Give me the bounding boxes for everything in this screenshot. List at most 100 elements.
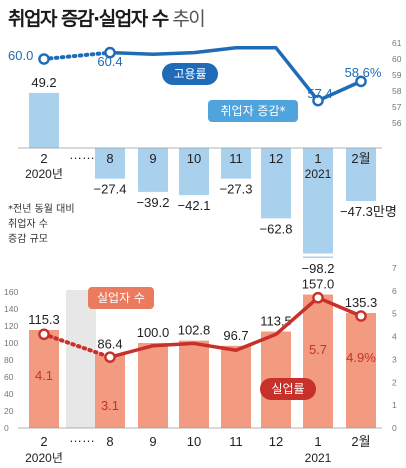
unemployed-value-0: 115.3 xyxy=(28,312,60,327)
employment-rate-value-0: 60.0 xyxy=(8,48,33,63)
employment-rate-tick-58: 58 xyxy=(392,86,402,96)
employment-rate-tick-60: 60 xyxy=(392,54,402,64)
unemployed-value-7: 157.0 xyxy=(302,277,335,292)
unemployment-rate-tick-4: 4 xyxy=(392,332,397,342)
unemployment-rate-tick-3: 3 xyxy=(392,354,397,364)
employed-change-bar-2 xyxy=(29,92,59,148)
employed-change-bar-9 xyxy=(138,148,168,192)
employed-change-legend-box xyxy=(208,100,298,122)
footnote-line-2: 증감 규모 xyxy=(8,233,48,245)
employed-change-value-5: −27.3 xyxy=(220,182,253,197)
unemployed-tick-160: 160 xyxy=(4,287,18,297)
unemployed-legend-label: 실업자 수 xyxy=(97,291,145,305)
unemployed-value-8: 135.3 xyxy=(345,295,378,310)
unemployment-rate-point-7 xyxy=(312,291,324,304)
bottom-x-label-2: 8 xyxy=(106,434,113,449)
bottom-x-label-8: 2월 xyxy=(351,434,370,449)
bottom-x-label-6: 12 xyxy=(269,434,283,449)
unemployment-rate-tick-2: 2 xyxy=(392,377,397,387)
bottom-gap-marker: …… xyxy=(69,430,95,445)
employment-rate-point-2 xyxy=(104,46,116,59)
employment-rate-tick-56: 56 xyxy=(392,118,402,128)
top-x-label-5: 11 xyxy=(229,151,243,166)
bottom-x-label-7: 1 xyxy=(314,434,321,449)
unemployment-rate-value-7: 5.7 xyxy=(309,342,327,357)
unemployed-tick-60: 60 xyxy=(4,372,14,382)
unemployment-rate-tick-6: 6 xyxy=(392,286,397,296)
top-x-label-4: 10 xyxy=(187,151,201,166)
page-title: 취업자 증감·실업자 수 추이 xyxy=(8,4,206,31)
unemployed-tick-80: 80 xyxy=(4,355,14,365)
bottom-x-label-4: 10 xyxy=(187,434,201,449)
top-x-label-6: 12 xyxy=(269,151,283,166)
unemployed-value-5: 96.7 xyxy=(223,328,248,343)
employment-rate-value-2: 60.4 xyxy=(97,54,122,69)
unemployed-bar-1 xyxy=(303,294,333,428)
employed-change-value-4: −42.1 xyxy=(178,198,211,213)
unemployment-rate-value-8: 4.9% xyxy=(346,350,376,365)
employment-rate-value-7: 57.4 xyxy=(307,86,332,101)
top-gap-marker: …… xyxy=(69,147,95,162)
unemployed-bar-8 xyxy=(95,354,125,428)
employed-change-bar-2월 xyxy=(346,148,376,201)
unemployment-rate-gap-line xyxy=(42,332,112,360)
unemployment-rate-point-0 xyxy=(38,328,50,341)
unemployed-bar-2월 xyxy=(346,312,376,428)
unemployed-tick-120: 120 xyxy=(4,321,18,331)
unemployment-rate-value-0: 4.1 xyxy=(35,368,53,383)
employment-rate-tick-57: 57 xyxy=(392,102,402,112)
unemployed-tick-40: 40 xyxy=(4,389,14,399)
unemployment-rate-tick-0: 0 xyxy=(392,423,397,433)
employed-change-bar-10 xyxy=(179,148,209,196)
employed-change-bar-12 xyxy=(261,148,291,219)
employment-rate-legend-pill xyxy=(162,63,218,85)
employment-rate-point-0 xyxy=(38,53,50,65)
footnote-line-1: 취업자 수 xyxy=(8,217,48,230)
top-x-label-2: 8 xyxy=(106,151,113,166)
unemployment-rate-tick-5: 5 xyxy=(392,309,397,319)
employed-change-value-0: 49.2 xyxy=(31,75,56,90)
employment-rate-point-8 xyxy=(355,75,367,88)
employment-rate-gap-line xyxy=(42,50,112,61)
unemployed-bar-10 xyxy=(179,340,209,428)
unemployment-rate-legend-pill xyxy=(260,378,316,400)
unemployed-value-6: 113.5 xyxy=(260,314,292,329)
unemployment-rate-tick-7: 7 xyxy=(392,263,397,273)
bottom-x-label-0: 2 xyxy=(40,434,47,449)
bottom-year-label-2021: 2021 xyxy=(305,451,332,465)
employment-rate-value-8: 58.6% xyxy=(345,65,382,80)
unemployed-value-4: 102.8 xyxy=(178,323,211,338)
unemployment-panel: 02040608010012014016001234567115.386.410… xyxy=(4,263,397,465)
unemployment-rate-legend-label: 실업률 xyxy=(271,382,304,396)
employed-change-value-8: −47.3만명 xyxy=(340,204,397,219)
employed-change-legend-label: 취업자 증감* xyxy=(220,104,285,118)
employment-panel: 56 57 58 59 60 61 2 8 9 10 11 12 1 2월 …… 2020년 2021 49.2 −… xyxy=(8,38,402,276)
employment-rate-tick-59: 59 xyxy=(392,70,402,80)
unemployed-bar-11 xyxy=(221,345,251,428)
employed-change-bar-8 xyxy=(95,148,125,179)
unemployed-tick-100: 100 xyxy=(4,338,18,348)
unemployed-gap-band xyxy=(66,290,96,428)
employed-change-value-3: −39.2 xyxy=(137,195,170,210)
unemployed-bar-9 xyxy=(138,343,168,428)
top-year-label-2020: 2020년 xyxy=(25,167,63,181)
title-main: 취업자 증감·실업자 수 xyxy=(8,8,169,30)
employment-rate-legend-label: 고용률 xyxy=(173,67,206,81)
top-year-label-2021: 2021 xyxy=(305,167,332,181)
unemployment-rate-point-2 xyxy=(104,351,116,363)
title-sub: 추이 xyxy=(172,8,205,30)
unemployed-legend-box xyxy=(88,287,154,309)
employed-change-bar-11 xyxy=(221,148,251,179)
unemployed-tick-20: 20 xyxy=(4,406,14,416)
footnote-line-0: *전년 동월 대비 xyxy=(8,203,75,215)
employed-change-bar-1 xyxy=(303,148,333,258)
employment-rate-tick-61: 61 xyxy=(392,38,402,48)
unemployed-value-2: 86.4 xyxy=(97,337,122,352)
bottom-year-label-2020: 2020년 xyxy=(25,451,63,465)
employed-change-value-2: −27.4 xyxy=(94,182,127,197)
top-x-label-8: 2월 xyxy=(351,151,370,166)
unemployment-rate-value-2: 3.1 xyxy=(101,398,119,413)
unemployed-tick-140: 140 xyxy=(4,304,18,314)
top-x-label-7: 1 xyxy=(314,151,321,166)
